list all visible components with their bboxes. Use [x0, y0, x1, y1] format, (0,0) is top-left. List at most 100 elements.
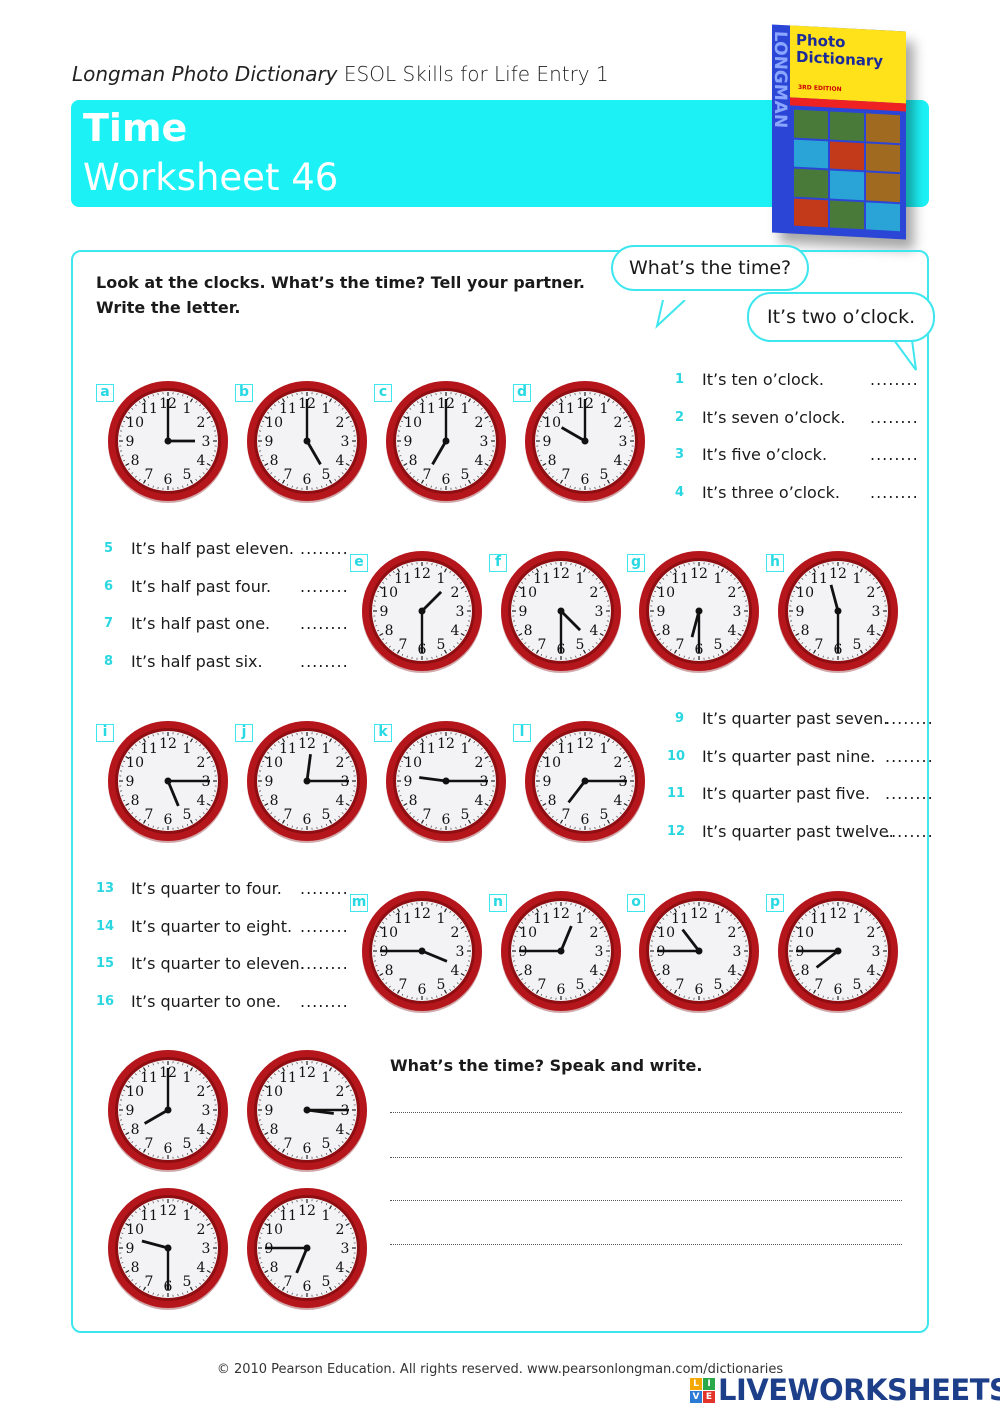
answer-blank[interactable]: ........ — [300, 916, 349, 936]
clock-numeral: 10 — [380, 585, 398, 601]
answer-blank[interactable]: ........ — [300, 651, 349, 671]
clock-numeral: 4 — [589, 623, 598, 639]
answer-blank[interactable]: ........ — [300, 879, 349, 898]
question-text: It’s quarter past seven. — [702, 709, 889, 728]
clock-numeral: 12 — [829, 906, 847, 922]
clock-numeral: 12 — [159, 1203, 177, 1219]
answer-blank[interactable]: ........ — [885, 746, 934, 766]
question-text: It’s quarter to four. — [131, 879, 282, 898]
clock-numeral: 7 — [399, 637, 408, 653]
answer-blank[interactable]: ........ — [870, 370, 919, 389]
clock-numeral: 3 — [341, 1241, 350, 1257]
book-spine: LONGMAN — [770, 30, 790, 129]
clock-numeral: 10 — [543, 755, 561, 771]
exercise-box — [71, 250, 929, 1333]
clock-numeral: 8 — [131, 793, 140, 809]
hour-hand — [829, 584, 840, 612]
clock-i: 121234567891011 — [108, 721, 228, 843]
answer-line[interactable] — [390, 1112, 902, 1113]
series-title: Longman Photo Dictionary ESOL Skills for… — [72, 62, 609, 86]
clock-numeral: 8 — [270, 793, 279, 809]
series-italic: Longman Photo Dictionary — [72, 62, 338, 86]
clock-numeral: 11 — [279, 741, 297, 757]
clock-numeral: 10 — [265, 1084, 283, 1100]
clock-numeral: 6 — [581, 812, 590, 828]
page-title: Time — [83, 106, 188, 150]
clock-numeral: 8 — [131, 1122, 140, 1138]
clock-h: 121234567891011 — [778, 551, 898, 673]
clock-numeral: 11 — [557, 401, 575, 417]
answer-blank[interactable]: ........ — [885, 821, 934, 841]
clock-numeral: 11 — [140, 1208, 158, 1224]
answer-blank[interactable]: ........ — [300, 614, 349, 633]
answer-blank[interactable]: ........ — [300, 991, 349, 1011]
question-number: 7 — [104, 616, 114, 631]
clock-numeral: 12 — [298, 1065, 316, 1081]
answer-line[interactable] — [390, 1244, 902, 1245]
clock-numeral: 4 — [450, 963, 459, 979]
clock-numeral: 2 — [450, 925, 459, 941]
clock-numeral: 2 — [866, 585, 875, 601]
clock-numeral: 1 — [714, 911, 723, 927]
question-number: 9 — [675, 711, 685, 726]
clock-numeral: 8 — [524, 963, 533, 979]
clock-numeral: 8 — [409, 793, 418, 809]
clock-numeral: 4 — [866, 963, 875, 979]
clock-numeral: 7 — [284, 1136, 293, 1152]
clock-numeral: 10 — [265, 755, 283, 771]
question-number: 16 — [96, 993, 115, 1009]
clock-numeral: 5 — [322, 1274, 331, 1290]
hour-hand — [815, 949, 839, 969]
question-number: 12 — [667, 823, 686, 839]
clock-numeral: 4 — [335, 453, 344, 469]
answer-blank[interactable]: ........ — [870, 445, 919, 464]
clock-numeral: 11 — [279, 1208, 297, 1224]
clock-numeral: 3 — [595, 944, 604, 960]
clock-numeral: 1 — [322, 1208, 331, 1224]
clock-numeral: 2 — [613, 415, 622, 431]
clock-numeral: 12 — [298, 736, 316, 752]
question-text: It’s half past six. — [131, 651, 263, 671]
clock-numeral: 11 — [418, 741, 436, 757]
clock-numeral: 3 — [872, 944, 881, 960]
hour-hand — [295, 1247, 309, 1274]
answer-blank[interactable]: ........ — [870, 407, 919, 427]
answer-line[interactable] — [390, 1200, 902, 1201]
clock-numeral: 2 — [450, 585, 459, 601]
clock-numeral: 11 — [671, 571, 689, 587]
question-number: 8 — [104, 653, 114, 669]
answer-blank[interactable]: ........ — [300, 576, 349, 596]
clock-numeral: 4 — [196, 793, 205, 809]
clock-numeral: 2 — [727, 925, 736, 941]
clock-numeral: 2 — [335, 415, 344, 431]
clock-numeral: 5 — [461, 807, 470, 823]
answer-line[interactable] — [390, 1157, 902, 1158]
clock-numeral: 4 — [474, 793, 483, 809]
clock-numeral: 11 — [533, 571, 551, 587]
answer-blank[interactable]: ........ — [300, 539, 349, 558]
answer-blank[interactable]: ........ — [870, 482, 919, 502]
clock-numeral: 7 — [423, 807, 432, 823]
clock-numeral: 2 — [866, 925, 875, 941]
clock-numeral: 11 — [140, 1070, 158, 1086]
answer-blank[interactable]: ........ — [885, 784, 934, 803]
question-number: 1 — [675, 372, 685, 387]
clock-numeral: 7 — [562, 807, 571, 823]
instruction-line-2: Write the letter. — [96, 298, 241, 317]
hour-hand — [560, 426, 586, 443]
clock-numeral: 1 — [322, 741, 331, 757]
clock-numeral: 8 — [801, 623, 810, 639]
clock-numeral: 6 — [164, 1141, 173, 1157]
book-cover-image: LONGMAN Photo Dictionary 3RD EDITION — [770, 24, 906, 240]
clock-numeral: 5 — [183, 807, 192, 823]
clock-numeral: 2 — [335, 1084, 344, 1100]
answer-blank[interactable]: ........ — [300, 954, 349, 973]
clock-numeral: 5 — [576, 637, 585, 653]
clock-numeral: 8 — [270, 1260, 279, 1276]
clock-numeral: 5 — [576, 977, 585, 993]
clock-numeral: 7 — [145, 467, 154, 483]
clock-numeral: 7 — [815, 637, 824, 653]
clock-numeral: 11 — [810, 911, 828, 927]
answer-blank[interactable]: ........ — [885, 709, 934, 728]
clock-numeral: 9 — [657, 604, 666, 620]
